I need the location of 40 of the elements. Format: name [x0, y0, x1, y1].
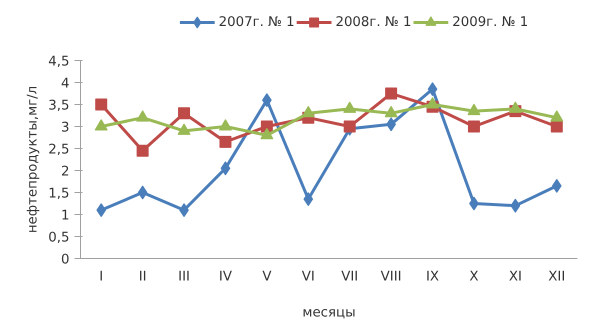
point — [468, 120, 480, 132]
y-tick-label: 2 — [61, 164, 70, 180]
legend-label: 2009г. № 1 — [452, 15, 528, 30]
legend-label: 2008г. № 1 — [335, 15, 412, 30]
x-tick-label: V — [262, 270, 272, 284]
point — [303, 192, 314, 206]
point — [219, 136, 232, 148]
point — [136, 144, 149, 157]
y-axis-title: нефтепродукты,мг/л — [25, 86, 40, 234]
x-tick-label: I — [99, 270, 104, 284]
x-tick-label: VI — [302, 270, 315, 284]
point — [138, 186, 148, 200]
x-tick-label: XII — [548, 270, 566, 284]
x-tick-label: X — [469, 270, 479, 284]
legend-label: 2007г. № 1 — [218, 15, 295, 30]
point — [550, 120, 563, 132]
y-tick-label: 4 — [61, 76, 70, 92]
x-tick-label: VII — [341, 270, 358, 284]
y-tick-label: 2,5 — [48, 142, 70, 158]
point — [469, 196, 479, 210]
point — [344, 120, 356, 132]
y-tick-label: 0,5 — [48, 230, 70, 246]
y-tick-label: 1,5 — [48, 186, 70, 202]
x-tick-label: IV — [218, 270, 232, 284]
point — [95, 98, 108, 110]
y-tick-label: 0 — [61, 252, 70, 268]
x-tick-label: VIII — [380, 270, 402, 284]
y-tick-label: 3 — [61, 120, 70, 136]
x-tick-label: II — [138, 270, 147, 284]
x-axis-title: месяцы — [302, 306, 356, 320]
point — [96, 203, 106, 218]
y-tick-label: 4,5 — [48, 54, 70, 70]
point — [552, 178, 562, 193]
x-tick-label: XI — [508, 270, 522, 284]
x-tick-label: IX — [426, 270, 440, 284]
point — [385, 88, 398, 100]
x-tick-label: III — [178, 270, 190, 284]
y-tick-label: 1 — [61, 208, 70, 224]
y-tick-label: 3,5 — [48, 98, 70, 114]
point — [178, 107, 190, 120]
